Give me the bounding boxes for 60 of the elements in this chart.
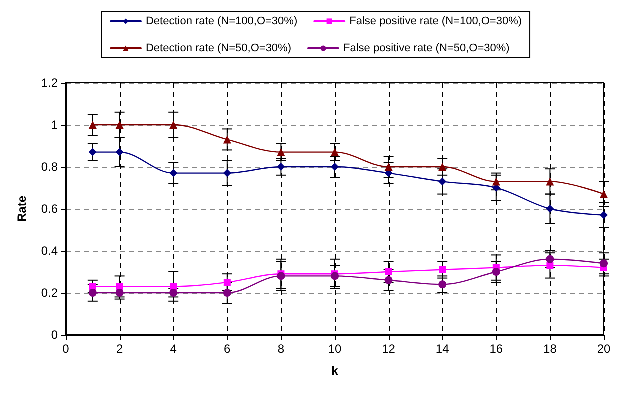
x-tick-label: 6	[224, 342, 232, 356]
y-tick-label: 1	[51, 118, 58, 132]
x-tick-label: 18	[544, 342, 558, 356]
point	[88, 289, 97, 297]
legend-label: False positive rate (N=100,O=30%)	[350, 16, 522, 28]
point	[88, 121, 97, 129]
y-tick-label: 0.8	[41, 160, 58, 174]
point	[331, 272, 339, 280]
x-tick-label: 10	[328, 342, 342, 356]
point	[438, 280, 447, 289]
point	[170, 169, 178, 178]
x-tick-label: 14	[436, 342, 450, 356]
y-tick-label: 0	[51, 328, 58, 342]
point	[223, 289, 232, 297]
point	[224, 279, 231, 286]
point	[600, 260, 608, 268]
point	[492, 268, 500, 276]
point	[116, 148, 124, 156]
x-tick-label: 20	[597, 342, 611, 356]
x-tick-label: 0	[62, 342, 70, 356]
point	[439, 266, 446, 274]
point	[223, 169, 232, 178]
point	[546, 205, 554, 213]
point	[384, 276, 393, 284]
legend-label: False positive rate (N=50,O=30%)	[343, 42, 510, 54]
x-tick-label: 4	[170, 342, 178, 356]
y-axis-title: Rate	[15, 196, 29, 222]
point	[385, 268, 392, 276]
x-tick-label: 8	[278, 342, 285, 356]
point	[116, 289, 124, 297]
point	[170, 121, 178, 129]
point	[331, 148, 339, 156]
point	[116, 121, 124, 129]
point	[438, 178, 447, 186]
point	[277, 272, 286, 280]
x-tick-label: 12	[382, 342, 396, 356]
point	[277, 163, 286, 171]
point	[223, 136, 232, 144]
legend-label: Detection rate (N=100,O=30%)	[146, 16, 298, 28]
point	[546, 255, 554, 264]
y-tick-label: 0.4	[41, 244, 58, 258]
point	[277, 148, 286, 156]
y-tick-label: 1.2	[41, 76, 58, 90]
point	[492, 178, 500, 186]
point	[438, 163, 447, 171]
x-tick-label: 16	[490, 342, 504, 356]
point	[600, 211, 608, 220]
legend-label: Detection rate (N=50,O=30%)	[146, 42, 292, 54]
point	[384, 163, 393, 171]
x-tick-label: 2	[116, 342, 124, 356]
y-tick-label: 0.6	[41, 202, 58, 216]
x-axis-title: k	[332, 364, 339, 378]
point	[331, 163, 339, 171]
point	[89, 283, 96, 290]
point	[88, 148, 97, 156]
y-tick-label: 0.2	[41, 286, 58, 300]
point	[600, 190, 608, 198]
point	[116, 283, 124, 290]
point	[546, 178, 554, 186]
point	[170, 283, 178, 290]
